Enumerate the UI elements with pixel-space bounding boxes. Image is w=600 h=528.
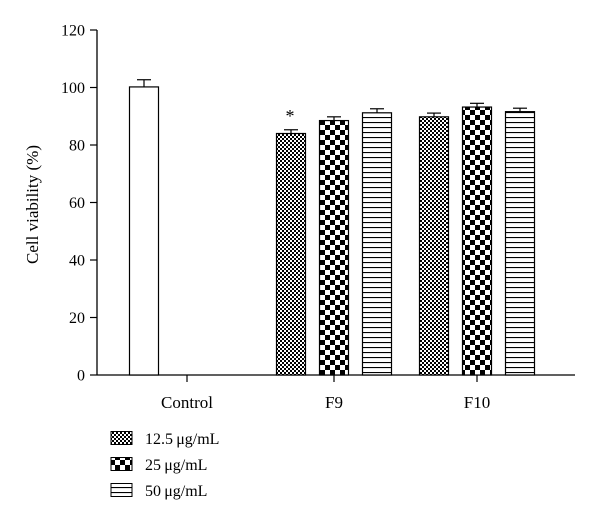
legend-swatch xyxy=(110,431,133,445)
y-tick-label: 60 xyxy=(69,195,85,212)
y-tick-label: 100 xyxy=(61,80,85,97)
y-tick-label: 40 xyxy=(69,253,85,270)
legend: 12.5 μg/mL 25 μg/mL 50 μg/mL xyxy=(110,431,219,500)
y-axis-title: Cell viability (%) xyxy=(23,145,42,264)
significance-marker: * xyxy=(286,106,295,126)
bars xyxy=(128,79,536,376)
bar xyxy=(504,111,536,376)
legend-label: 50 μg/mL xyxy=(145,483,207,500)
x-category-label: Control xyxy=(161,393,213,412)
legend-swatch xyxy=(110,483,133,497)
legend-label: 12.5 μg/mL xyxy=(145,431,219,448)
bar xyxy=(461,106,493,376)
y-tick-label: 80 xyxy=(69,138,85,155)
bar xyxy=(275,132,307,376)
x-category-label: F10 xyxy=(464,393,490,412)
bar xyxy=(361,112,393,376)
y-tick-label: 20 xyxy=(69,310,85,327)
y-tick-label: 0 xyxy=(77,368,85,385)
legend-label: 25 μg/mL xyxy=(145,457,207,474)
x-category-label: F9 xyxy=(325,393,343,412)
y-tick-label: 120 xyxy=(61,23,85,40)
bar xyxy=(418,116,450,376)
bar xyxy=(318,119,350,376)
bar xyxy=(128,86,160,376)
labels: 0 20 40 60 80 100 120 Cell viability (%) Control… xyxy=(23,23,490,413)
legend-swatch xyxy=(110,457,133,471)
